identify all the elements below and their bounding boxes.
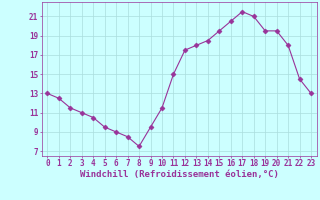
X-axis label: Windchill (Refroidissement éolien,°C): Windchill (Refroidissement éolien,°C) xyxy=(80,170,279,179)
